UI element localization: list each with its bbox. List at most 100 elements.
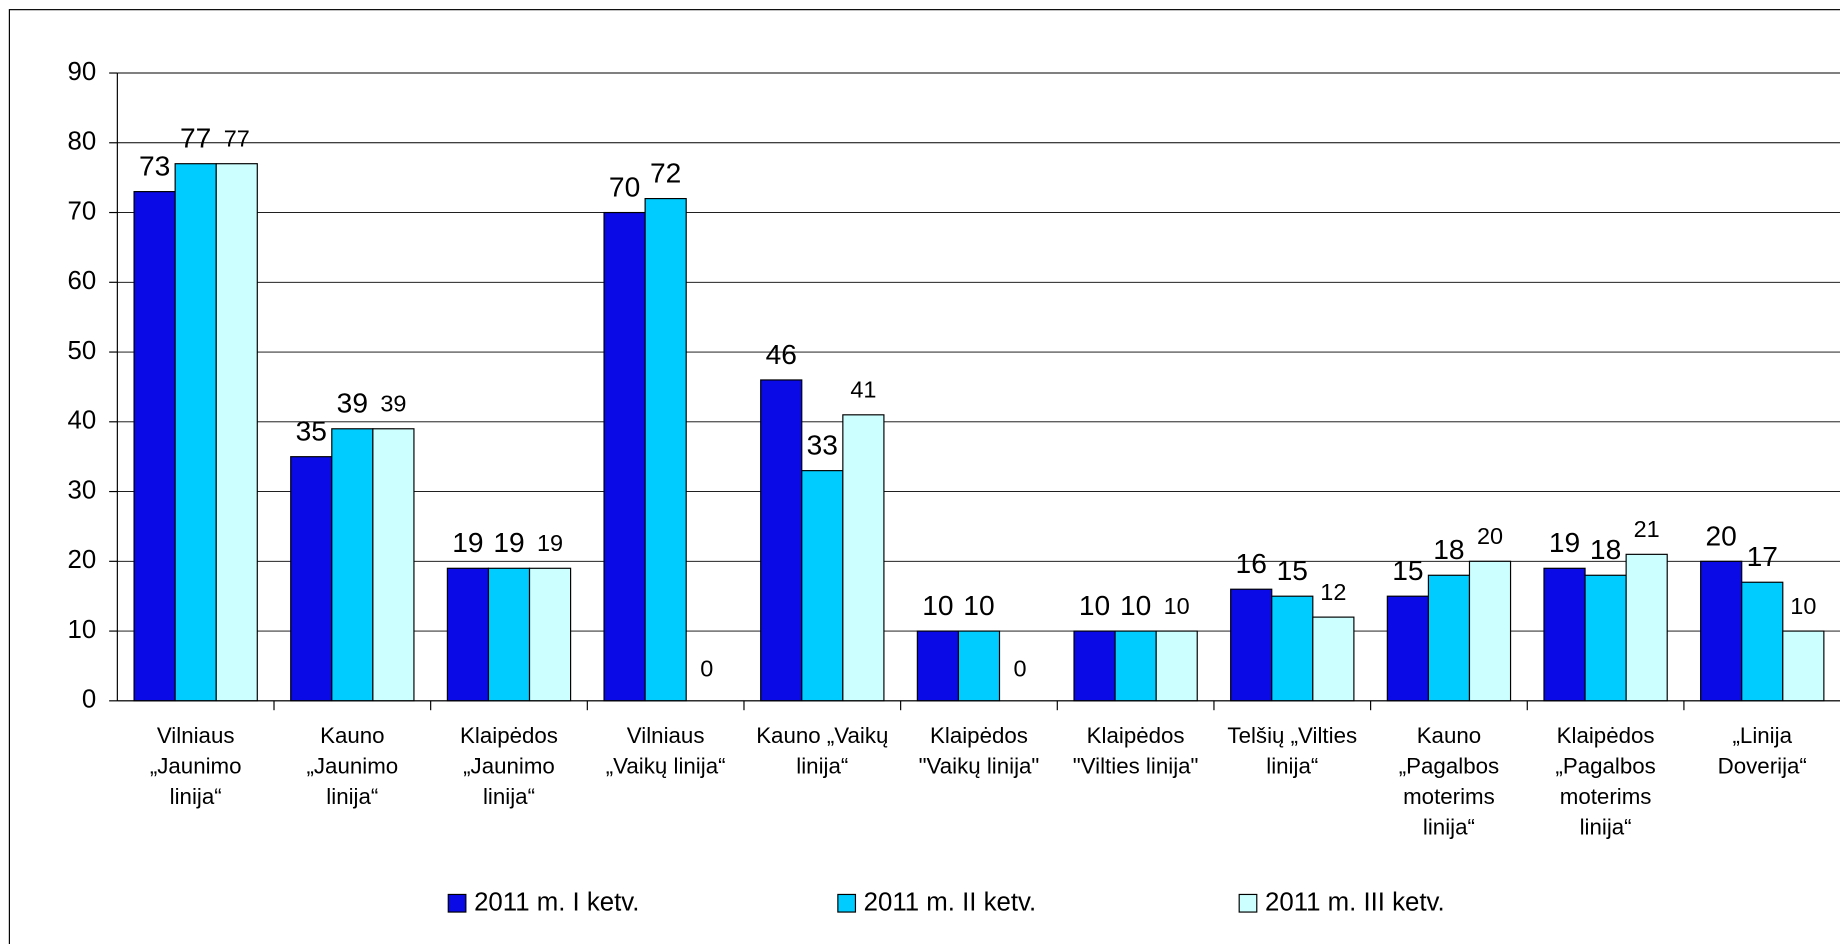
bar bbox=[487, 567, 531, 702]
x-tick-label-box: Vilniaus „Jaunimo linija“ bbox=[149, 724, 242, 810]
x-tick-label-box: „Linija Doverija“ bbox=[1717, 724, 1807, 780]
x-tick-label-box: Kauno „Pagalbos moterims linija“ bbox=[1398, 724, 1500, 841]
bar bbox=[1468, 560, 1512, 702]
bar bbox=[1271, 595, 1314, 702]
data-label: 39 bbox=[380, 391, 406, 417]
y-tick-label: 50 bbox=[68, 337, 97, 365]
data-label: 10 bbox=[963, 590, 994, 621]
bar bbox=[1584, 574, 1627, 702]
y-tick-label: 20 bbox=[68, 546, 97, 574]
bar bbox=[1312, 616, 1355, 702]
x-tick-label-box: Klaipėdos "Vilties linija" bbox=[1072, 724, 1199, 780]
data-label: 10 bbox=[1079, 590, 1110, 621]
data-label: 73 bbox=[139, 151, 170, 182]
data-label: 10 bbox=[1164, 593, 1190, 619]
data-label: 70 bbox=[609, 172, 640, 203]
bar bbox=[1625, 553, 1668, 702]
legend-swatch bbox=[1238, 893, 1258, 913]
bar bbox=[215, 163, 258, 702]
data-label: 10 bbox=[922, 590, 953, 621]
y-tick-label: 60 bbox=[68, 267, 97, 295]
data-label: 10 bbox=[1120, 590, 1151, 621]
bar bbox=[957, 630, 1001, 702]
bar bbox=[1386, 595, 1429, 702]
data-label: 72 bbox=[650, 158, 681, 189]
bar bbox=[603, 211, 646, 702]
bar bbox=[1427, 574, 1471, 702]
bar bbox=[842, 414, 885, 702]
data-label: 77 bbox=[180, 123, 211, 154]
x-tick-label: Klaipėdos „Pagalbos moterims linija“ bbox=[1555, 724, 1656, 841]
legend-swatch bbox=[837, 893, 857, 913]
data-label: 15 bbox=[1277, 555, 1308, 586]
legend-label: 2011 m. I ketv. bbox=[474, 889, 639, 917]
x-tick-label-box: Klaipėdos "Vaikų linija" bbox=[918, 724, 1040, 780]
bar bbox=[174, 163, 217, 702]
x-tick-label: Klaipėdos "Vilties linija" bbox=[1072, 724, 1199, 780]
bar bbox=[1155, 630, 1198, 702]
data-label: 33 bbox=[807, 430, 838, 461]
bar bbox=[290, 456, 333, 702]
y-tick-label: 90 bbox=[68, 58, 97, 86]
y-tick-label: 0 bbox=[82, 686, 96, 714]
bar bbox=[644, 197, 687, 702]
data-label: 17 bbox=[1747, 541, 1778, 572]
bar bbox=[331, 428, 374, 702]
data-label: 19 bbox=[452, 527, 483, 558]
y-tick-label: 70 bbox=[68, 197, 97, 225]
data-label: 19 bbox=[537, 530, 563, 556]
bar bbox=[1741, 581, 1784, 702]
x-tick-label: „Linija Doverija“ bbox=[1717, 724, 1807, 780]
data-label: 46 bbox=[766, 339, 797, 370]
data-label: 21 bbox=[1634, 516, 1660, 542]
bar bbox=[801, 470, 844, 702]
data-label: 20 bbox=[1706, 520, 1737, 551]
bar bbox=[133, 191, 176, 702]
bar bbox=[1700, 560, 1743, 702]
x-tick-label-box: Kauno „Jaunimo linija“ bbox=[306, 724, 399, 810]
x-tick-label-box: Telšių „Vilties linija“ bbox=[1227, 724, 1357, 779]
bar bbox=[446, 567, 490, 702]
bar bbox=[916, 630, 960, 702]
data-label: 19 bbox=[1549, 527, 1580, 558]
bar bbox=[1543, 567, 1586, 702]
data-label: 39 bbox=[337, 388, 368, 419]
y-tick-label: 30 bbox=[68, 476, 97, 504]
x-tick-label: Kauno „Pagalbos moterims linija“ bbox=[1398, 724, 1500, 841]
x-tick-label-box: Klaipėdos „Pagalbos moterims linija“ bbox=[1555, 724, 1656, 841]
legend-label: 2011 m. II ketv. bbox=[864, 889, 1037, 917]
data-label: 41 bbox=[850, 377, 876, 403]
x-tick-label-box: Vilniaus „Vaikų linija“ bbox=[605, 724, 726, 780]
x-tick-label: Klaipėdos „Jaunimo linija“ bbox=[460, 724, 558, 810]
bar bbox=[1782, 630, 1825, 702]
bar bbox=[760, 379, 803, 702]
data-label: 15 bbox=[1392, 555, 1423, 586]
x-tick-label-box: Klaipėdos „Jaunimo linija“ bbox=[460, 724, 558, 810]
data-label: 0 bbox=[700, 656, 713, 682]
data-label: 16 bbox=[1236, 548, 1267, 579]
x-tick-label: Klaipėdos "Vaikų linija" bbox=[918, 724, 1040, 780]
y-tick-label: 10 bbox=[68, 616, 97, 644]
bar bbox=[528, 567, 572, 702]
x-tick-label-box: Kauno „Vaikų linija“ bbox=[756, 724, 889, 780]
data-label: 20 bbox=[1477, 523, 1503, 549]
data-label: 77 bbox=[224, 125, 250, 151]
bar bbox=[1073, 630, 1116, 702]
data-label: 10 bbox=[1790, 593, 1816, 619]
data-label: 19 bbox=[493, 527, 524, 558]
bar bbox=[1114, 630, 1157, 702]
data-label: 0 bbox=[1014, 656, 1027, 682]
y-tick-label: 40 bbox=[68, 407, 97, 435]
x-tick-label: Vilniaus „Vaikų linija“ bbox=[605, 724, 726, 780]
data-label: 12 bbox=[1320, 579, 1346, 605]
legend-swatch bbox=[447, 893, 467, 913]
data-label: 18 bbox=[1590, 534, 1621, 565]
data-label: 18 bbox=[1433, 534, 1464, 565]
x-tick-label: Kauno „Jaunimo linija“ bbox=[306, 724, 399, 810]
bar bbox=[372, 428, 415, 702]
x-tick-label: Kauno „Vaikų linija“ bbox=[756, 724, 889, 780]
legend-label: 2011 m. III ketv. bbox=[1265, 889, 1445, 917]
x-tick-label: Vilniaus „Jaunimo linija“ bbox=[149, 724, 242, 810]
